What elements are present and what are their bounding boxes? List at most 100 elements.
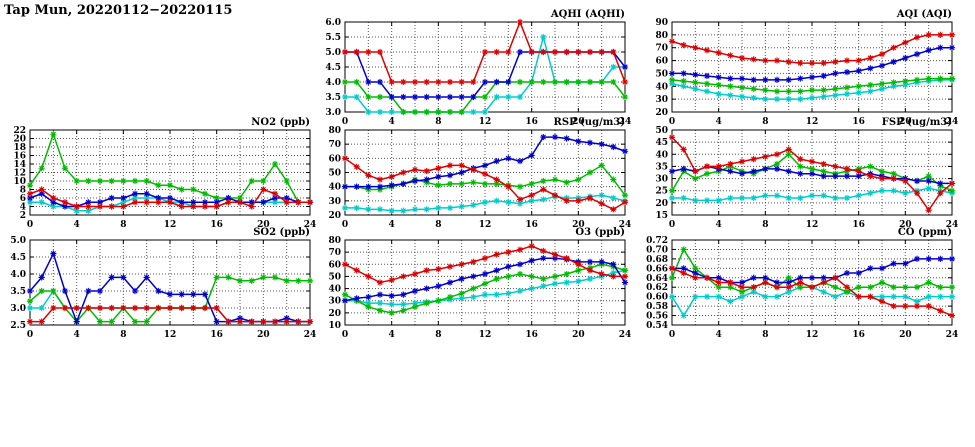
chart-no2: 2 4 6 8 10 12 14 16 18 20 22 0 4 8 12 16 20 24 NO2 (ppb) <box>0 114 316 231</box>
tick-labels: 3.0 3.5 4.0 4.5 5.0 5.5 6.0 0 4 8 12 16 20 24 <box>325 18 631 127</box>
svg-text:0.72: 0.72 <box>646 236 668 246</box>
svg-text:6.0: 6.0 <box>325 18 341 28</box>
svg-text:0.66: 0.66 <box>646 264 668 274</box>
svg-text:40: 40 <box>328 285 341 295</box>
svg-text:20: 20 <box>13 135 26 145</box>
svg-text:4: 4 <box>716 330 722 340</box>
svg-text:70: 70 <box>328 140 341 150</box>
tick-labels: 20 30 40 50 60 70 80 0 4 8 12 16 20 24 <box>328 126 631 230</box>
series-blue <box>341 133 629 190</box>
svg-text:20: 20 <box>328 309 341 319</box>
svg-text:0.62: 0.62 <box>646 283 668 293</box>
grid <box>30 240 310 325</box>
tick-labels: 0.540.560.580.600.620.640.660.680.700.72… <box>646 236 958 340</box>
svg-text:12: 12 <box>164 220 177 230</box>
svg-text:16: 16 <box>852 117 865 127</box>
grid <box>345 22 625 112</box>
plot-border <box>671 239 953 326</box>
svg-text:12: 12 <box>479 220 492 230</box>
svg-text:4: 4 <box>716 220 722 230</box>
chart-title: SO2 (ppb) <box>253 227 310 238</box>
svg-text:0.58: 0.58 <box>646 302 668 312</box>
chart-svg-co: 0.540.560.580.600.620.640.660.680.700.72… <box>646 227 958 340</box>
series-red <box>668 134 956 214</box>
svg-text:40: 40 <box>655 150 668 160</box>
svg-text:50: 50 <box>655 126 668 136</box>
tick-labels: 2.5 3.0 3.5 4.0 4.5 5.0 0 4 8 12 16 20 24 <box>10 236 316 340</box>
svg-text:50: 50 <box>655 69 668 79</box>
svg-text:80: 80 <box>328 126 341 136</box>
svg-text:8: 8 <box>20 186 26 196</box>
svg-text:12: 12 <box>164 330 177 340</box>
chart-aqhi: 3.0 3.5 4.0 4.5 5.0 5.5 6.0 0 4 8 12 16 20 24 AQHI (AQ… <box>315 6 631 128</box>
svg-text:12: 12 <box>806 330 819 340</box>
svg-text:5.0: 5.0 <box>325 48 341 58</box>
series-cyan <box>668 76 956 103</box>
chart-title: CO (ppm) <box>898 227 952 238</box>
svg-text:24: 24 <box>619 117 631 127</box>
svg-text:5.5: 5.5 <box>325 33 341 43</box>
svg-text:20: 20 <box>899 330 912 340</box>
svg-text:20: 20 <box>572 117 585 127</box>
series-green <box>26 131 314 206</box>
svg-text:0.60: 0.60 <box>646 293 668 303</box>
svg-text:5.0: 5.0 <box>10 236 26 246</box>
tick-labels: 20 30 40 50 60 70 80 90 0 4 8 12 16 20 24 <box>655 18 958 127</box>
svg-text:40: 40 <box>655 82 668 92</box>
svg-text:12: 12 <box>806 220 819 230</box>
svg-text:16: 16 <box>525 220 538 230</box>
svg-text:12: 12 <box>479 117 492 127</box>
svg-text:20: 20 <box>899 117 912 127</box>
svg-text:24: 24 <box>619 220 631 230</box>
svg-text:20: 20 <box>257 330 270 340</box>
svg-text:25: 25 <box>655 187 668 197</box>
svg-text:3.5: 3.5 <box>10 287 26 297</box>
series-cyan <box>668 185 956 204</box>
svg-text:30: 30 <box>328 197 341 207</box>
svg-text:14: 14 <box>13 160 26 170</box>
series-red <box>26 304 314 325</box>
svg-text:10: 10 <box>328 321 341 331</box>
svg-text:8: 8 <box>435 330 441 340</box>
svg-text:8: 8 <box>435 220 441 230</box>
svg-text:24: 24 <box>304 330 316 340</box>
svg-text:0: 0 <box>669 330 675 340</box>
series-cyan <box>341 192 629 214</box>
svg-text:0: 0 <box>342 330 348 340</box>
chart-title: RSP (ug/m3) <box>554 117 625 128</box>
svg-text:50: 50 <box>328 272 341 282</box>
svg-text:0: 0 <box>669 117 675 127</box>
svg-text:16: 16 <box>852 220 865 230</box>
svg-text:0.54: 0.54 <box>646 321 668 331</box>
svg-text:8: 8 <box>120 220 126 230</box>
svg-text:20: 20 <box>655 199 668 209</box>
svg-text:24: 24 <box>946 220 958 230</box>
svg-text:50: 50 <box>328 169 341 179</box>
series-green <box>668 75 956 95</box>
svg-text:8: 8 <box>435 117 441 127</box>
svg-text:20: 20 <box>328 211 341 221</box>
svg-text:16: 16 <box>852 330 865 340</box>
svg-text:24: 24 <box>304 220 316 230</box>
chart-title: O3 (ppb) <box>575 227 625 238</box>
svg-text:15: 15 <box>655 211 668 221</box>
svg-text:30: 30 <box>328 297 341 307</box>
chart-fsp: 15 20 25 30 35 40 45 50 0 4 8 12 16 20 24 FSP (ug/m3) <box>642 114 958 231</box>
plot-border <box>671 21 953 113</box>
svg-text:90: 90 <box>655 18 668 28</box>
chart-o3: 10 20 30 40 50 60 70 80 0 4 8 12 16 20 24 O3 (ppb) <box>315 224 631 341</box>
svg-text:0.56: 0.56 <box>646 312 668 322</box>
series-green <box>341 261 629 316</box>
svg-text:8: 8 <box>762 330 768 340</box>
svg-text:60: 60 <box>655 57 668 67</box>
svg-text:18: 18 <box>13 143 26 153</box>
series-red <box>341 18 629 86</box>
chart-co: 0.54 0.56 0.58 0.60 0.62 0.64 0.66 0.68 0.70 0.72… <box>642 224 958 341</box>
svg-text:12: 12 <box>806 117 819 127</box>
svg-text:4.0: 4.0 <box>10 270 26 280</box>
svg-text:22: 22 <box>13 126 26 136</box>
tick-labels: 10 20 30 40 50 60 70 80 0 4 8 12 16 20 24 <box>328 236 631 340</box>
